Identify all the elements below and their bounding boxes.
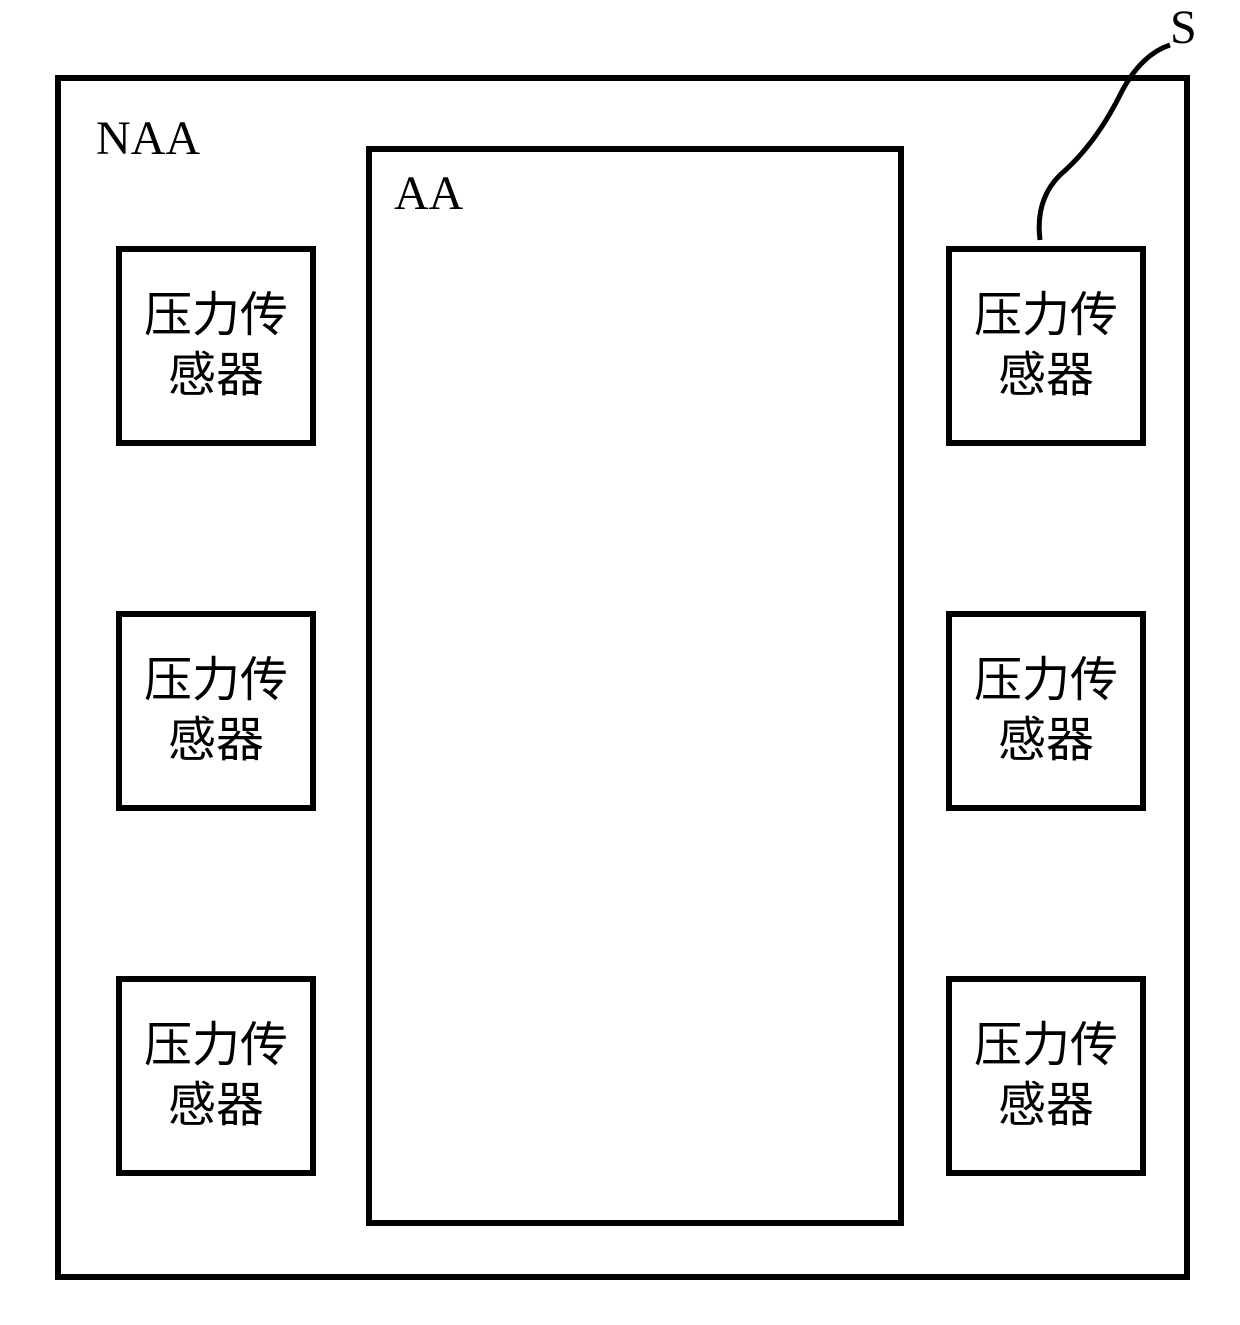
sensor-box-left-0: 压力传感器 — [116, 246, 316, 446]
sensor-box-right-1: 压力传感器 — [946, 611, 1146, 811]
sensor-text: 压力传感器 — [144, 651, 288, 771]
aa-label: AA — [394, 166, 463, 221]
sensor-text: 压力传感器 — [144, 1016, 288, 1136]
sensor-text: 压力传感器 — [974, 286, 1118, 406]
inner-box-aa: AA — [366, 146, 904, 1226]
sensor-box-right-2: 压力传感器 — [946, 976, 1146, 1176]
sensor-box-left-2: 压力传感器 — [116, 976, 316, 1176]
sensor-text: 压力传感器 — [974, 1016, 1118, 1136]
sensor-box-right-0: 压力传感器 — [946, 246, 1146, 446]
sensor-text: 压力传感器 — [974, 651, 1118, 771]
sensor-text: 压力传感器 — [144, 286, 288, 406]
naa-label: NAA — [96, 111, 200, 166]
s-label: S — [1170, 0, 1197, 55]
sensor-box-left-1: 压力传感器 — [116, 611, 316, 811]
outer-box-naa: NAA AA 压力传感器 压力传感器 压力传感器 压力传感器 压力传感器 压力传… — [55, 75, 1190, 1280]
